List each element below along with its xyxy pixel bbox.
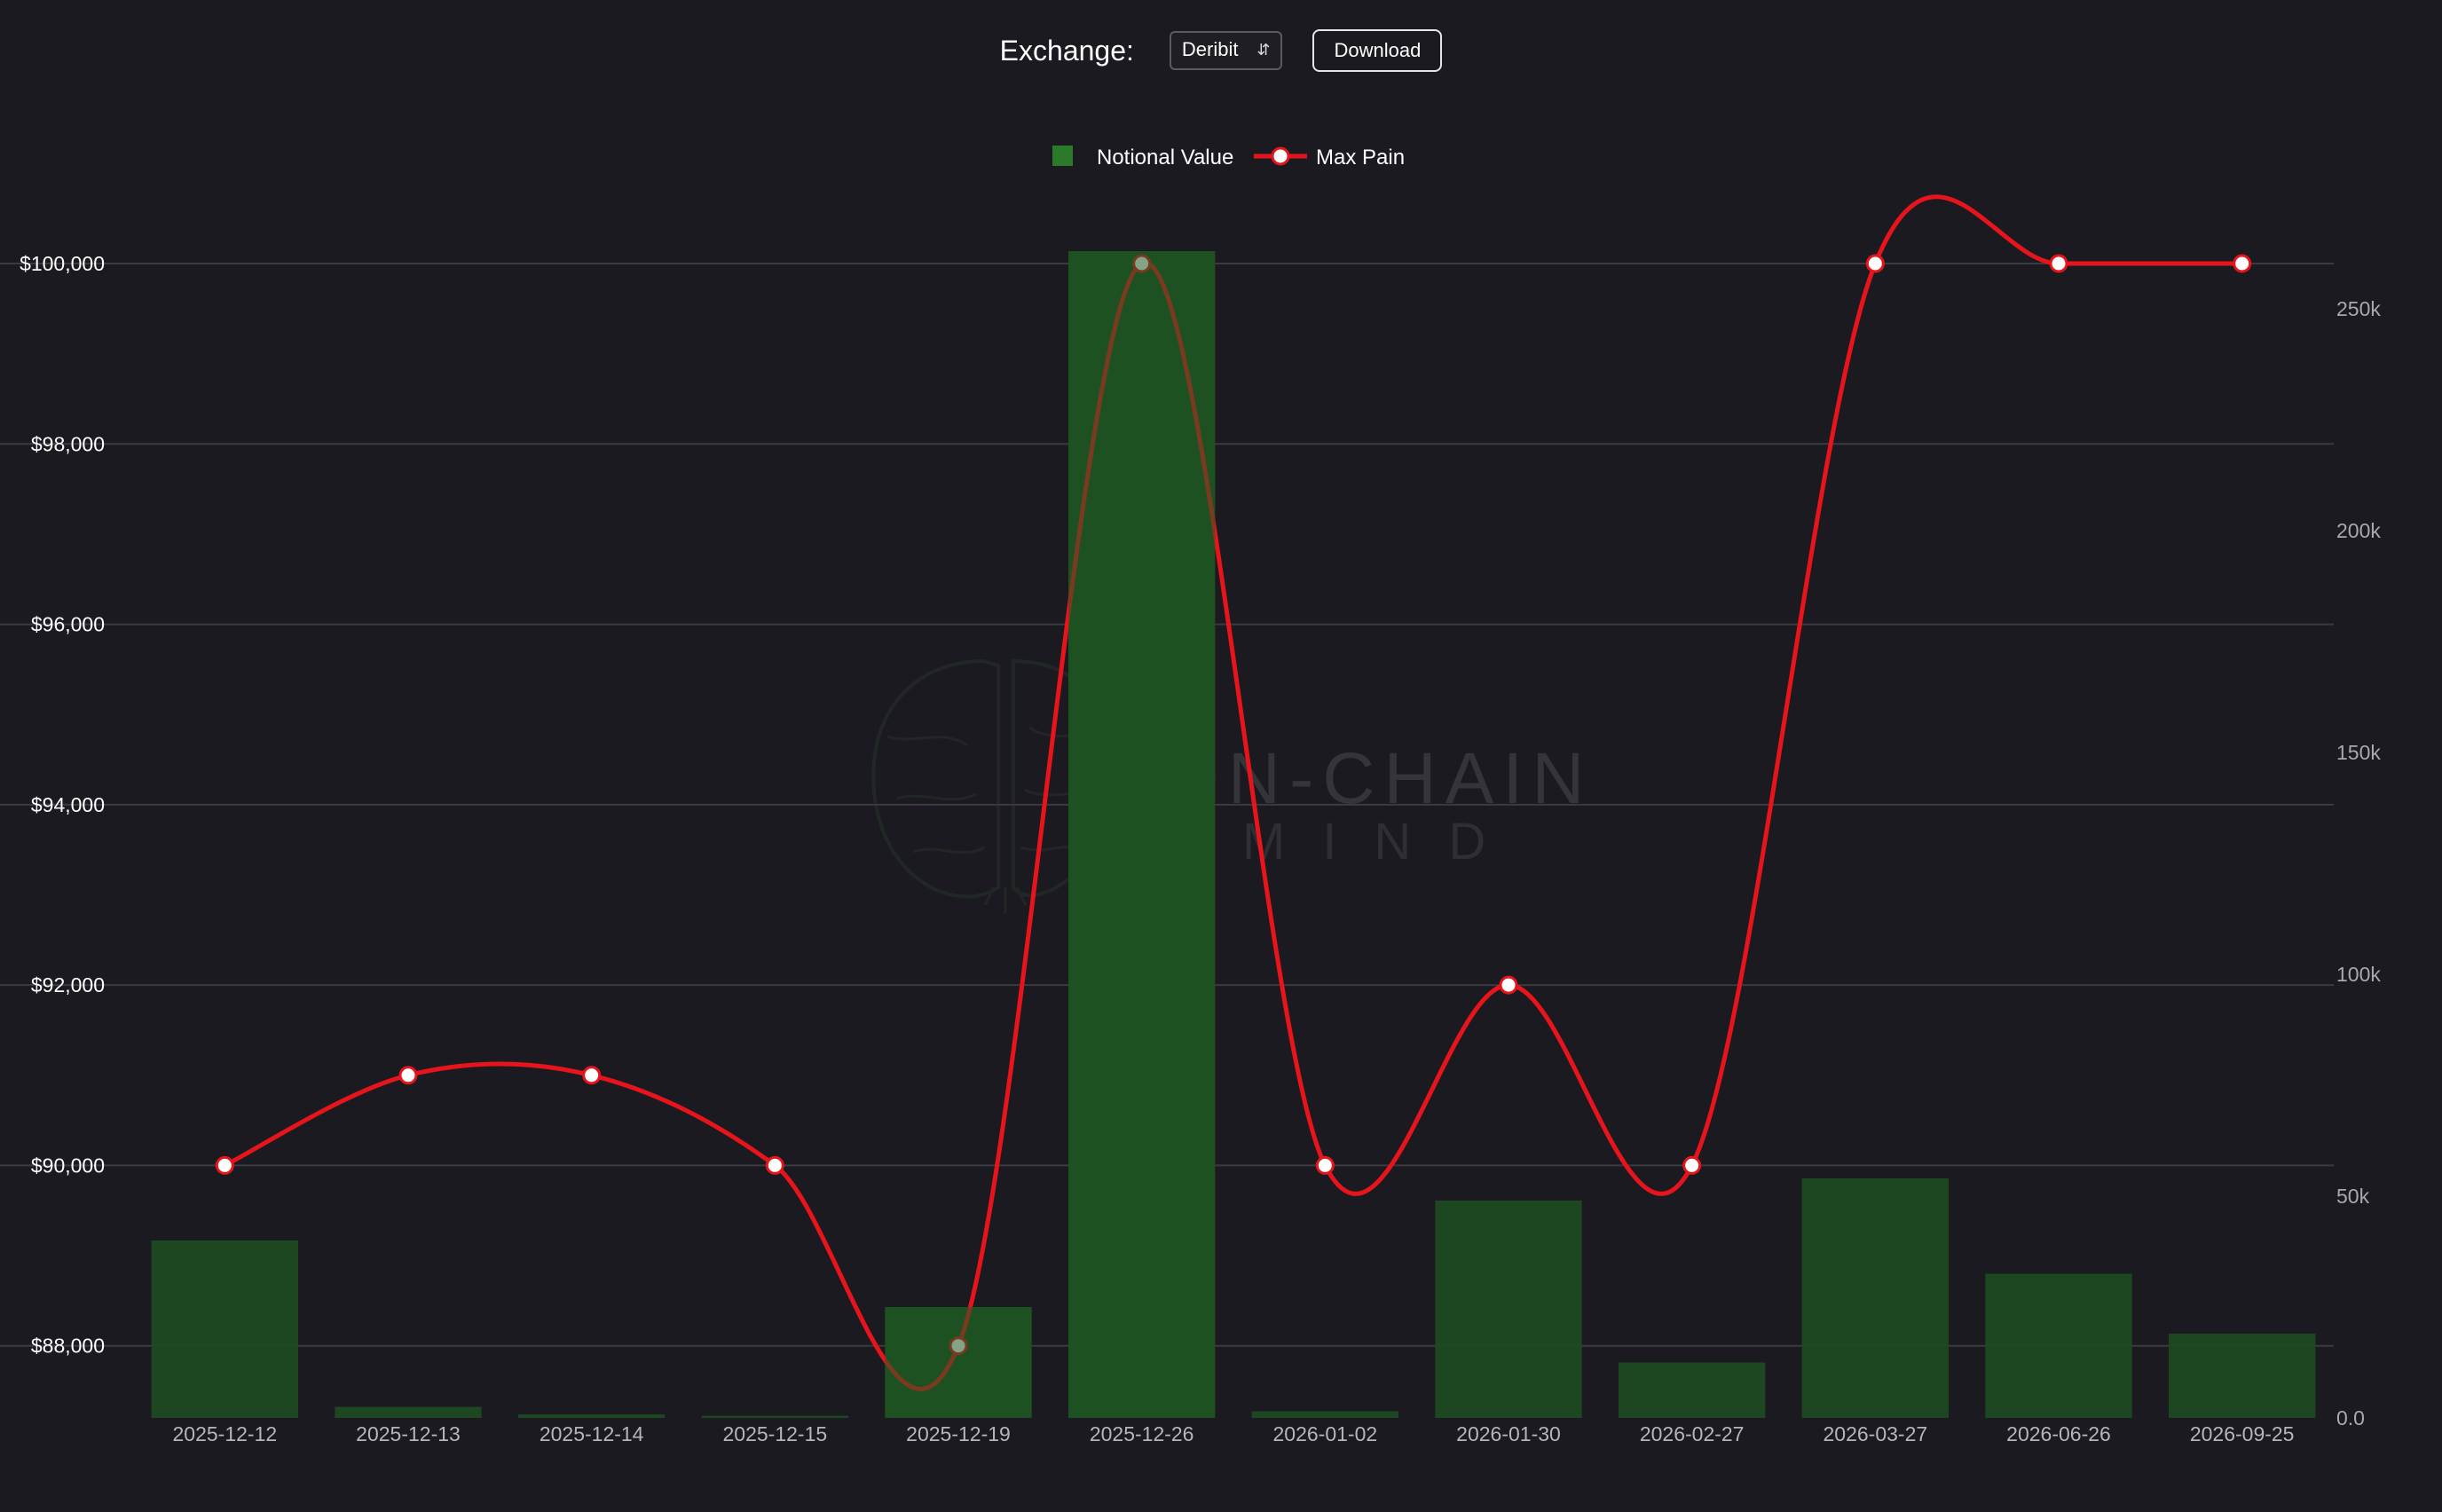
x-tick-label: 2026-02-27 bbox=[1640, 1422, 1745, 1445]
exchange-toolbar: Exchange: Deribit ⇵ Download bbox=[0, 27, 2442, 75]
notional-bar[interactable] bbox=[1801, 1178, 1949, 1418]
notional-bar[interactable] bbox=[701, 1415, 848, 1419]
x-tick-label: 2025-12-26 bbox=[1090, 1422, 1194, 1445]
legend-maxpain-label[interactable]: Max Pain bbox=[1316, 146, 1405, 169]
max-pain-point[interactable] bbox=[1315, 1155, 1335, 1175]
select-arrows-icon: ⇵ bbox=[1256, 41, 1271, 59]
max-pain-point[interactable] bbox=[2049, 254, 2068, 273]
x-tick-label: 2025-12-13 bbox=[356, 1422, 461, 1445]
max-pain-point[interactable] bbox=[215, 1155, 234, 1175]
y-right-tick-label: 100k bbox=[2336, 963, 2381, 986]
notional-bar-overlay bbox=[1068, 251, 1216, 1418]
y-right-tick-label: 150k bbox=[2336, 741, 2381, 764]
download-button[interactable]: Download bbox=[1312, 29, 1443, 72]
y-left-tick-label: $96,000 bbox=[31, 613, 105, 636]
notional-bar[interactable] bbox=[151, 1240, 298, 1418]
exchange-select[interactable]: Deribit ⇵ bbox=[1169, 31, 1283, 70]
legend: Notional Value Max Pain bbox=[1052, 146, 1405, 169]
x-tick-label: 2025-12-15 bbox=[723, 1422, 828, 1445]
y-left-tick-label: $94,000 bbox=[31, 793, 105, 816]
x-tick-label: 2026-01-30 bbox=[1456, 1422, 1561, 1445]
max-pain-point[interactable] bbox=[1682, 1155, 1702, 1175]
max-pain-point[interactable] bbox=[582, 1066, 602, 1085]
x-tick-label: 2026-01-02 bbox=[1273, 1422, 1378, 1445]
notional-bar[interactable] bbox=[518, 1414, 666, 1418]
y-left-tick-label: $100,000 bbox=[20, 252, 105, 275]
y-right-tick-label: 250k bbox=[2336, 297, 2381, 320]
legend-notional-swatch[interactable] bbox=[1052, 146, 1073, 166]
exchange-select-value: Deribit bbox=[1181, 38, 1239, 60]
max-pain-curve bbox=[224, 194, 2242, 1391]
x-tick-label: 2026-06-26 bbox=[2006, 1422, 2111, 1445]
max-pain-point[interactable] bbox=[1499, 975, 1518, 995]
y-left-tick-label: $98,000 bbox=[31, 432, 105, 455]
max-pain-line bbox=[215, 194, 2252, 1418]
y-right-tick-label: 50k bbox=[2336, 1185, 2370, 1208]
y-axis-right: 0.0 50k 100k 150k 200k 250k bbox=[2336, 297, 2381, 1429]
max-pain-point[interactable] bbox=[2233, 254, 2252, 273]
x-tick-label: 2025-12-12 bbox=[173, 1422, 278, 1445]
legend-maxpain-marker-icon bbox=[1271, 146, 1290, 166]
y-left-tick-label: $90,000 bbox=[31, 1154, 105, 1177]
notional-bar[interactable] bbox=[1251, 1411, 1398, 1419]
watermark-subtitle: MIND bbox=[1242, 813, 1523, 870]
notional-bar-overlay bbox=[885, 1307, 1032, 1418]
notional-bar[interactable] bbox=[335, 1406, 482, 1419]
x-tick-label: 2026-03-27 bbox=[1824, 1422, 1928, 1445]
watermark: ON-CHAIN MIND bbox=[871, 658, 1593, 914]
x-tick-label: 2026-09-25 bbox=[2190, 1422, 2295, 1445]
y-axis-left: $88,000 $90,000 $92,000 $94,000 $96,000 $98,0… bbox=[20, 252, 105, 1358]
x-axis: 2025-12-12 2025-12-13 2025-12-14 2025-12-15… bbox=[173, 1422, 2295, 1445]
legend-notional-label[interactable]: Notional Value bbox=[1097, 146, 1233, 169]
notional-bar[interactable] bbox=[1985, 1273, 2132, 1419]
notional-bar[interactable] bbox=[2169, 1334, 2316, 1418]
notional-bar[interactable] bbox=[1619, 1362, 1766, 1419]
y-right-tick-label: 0.0 bbox=[2336, 1406, 2365, 1429]
watermark-title: ON-CHAIN bbox=[1162, 738, 1593, 819]
x-tick-label: 2025-12-19 bbox=[906, 1422, 1011, 1445]
y-right-tick-label: 200k bbox=[2336, 519, 2381, 542]
exchange-label: Exchange: bbox=[999, 34, 1134, 67]
notional-bar[interactable] bbox=[1435, 1201, 1582, 1418]
x-tick-label: 2025-12-14 bbox=[540, 1422, 644, 1445]
notional-bars bbox=[151, 251, 2316, 1419]
max-pain-point[interactable] bbox=[398, 1066, 418, 1085]
max-pain-point[interactable] bbox=[765, 1155, 784, 1175]
max-pain-point[interactable] bbox=[1865, 254, 1885, 273]
y-left-tick-label: $92,000 bbox=[31, 973, 105, 996]
y-left-tick-label: $88,000 bbox=[31, 1335, 105, 1358]
